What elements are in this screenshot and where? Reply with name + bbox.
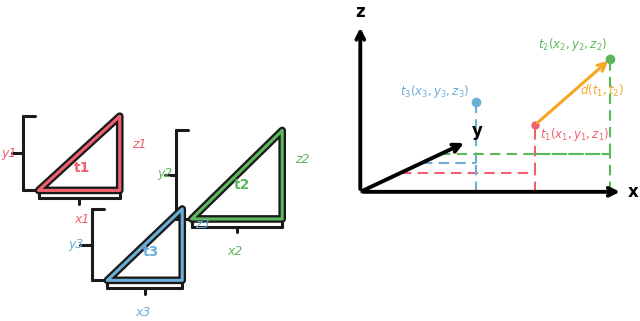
Text: x: x	[628, 183, 639, 201]
Text: x1: x1	[75, 213, 90, 226]
Text: x2: x2	[228, 245, 243, 258]
Text: z1: z1	[132, 138, 147, 151]
Text: y2: y2	[157, 167, 173, 180]
Text: t3: t3	[143, 245, 159, 259]
Text: y3: y3	[68, 238, 84, 251]
Text: $d(t_1,t_2)$: $d(t_1,t_2)$	[580, 82, 624, 99]
Text: z: z	[355, 3, 365, 21]
Text: $t_1(x_1,y_1,z_1)$: $t_1(x_1,y_1,z_1)$	[540, 126, 609, 143]
Text: y1: y1	[1, 147, 17, 160]
Text: t1: t1	[74, 160, 90, 175]
Text: t2: t2	[234, 178, 250, 192]
Text: y: y	[472, 122, 483, 140]
Text: z3: z3	[195, 218, 209, 231]
Text: x3: x3	[136, 306, 151, 319]
Text: $t_3(x_3,y_3,z_3)$: $t_3(x_3,y_3,z_3)$	[401, 83, 470, 100]
Text: $t_2(x_2,y_2,z_2)$: $t_2(x_2,y_2,z_2)$	[538, 36, 607, 53]
Text: z2: z2	[294, 152, 309, 166]
